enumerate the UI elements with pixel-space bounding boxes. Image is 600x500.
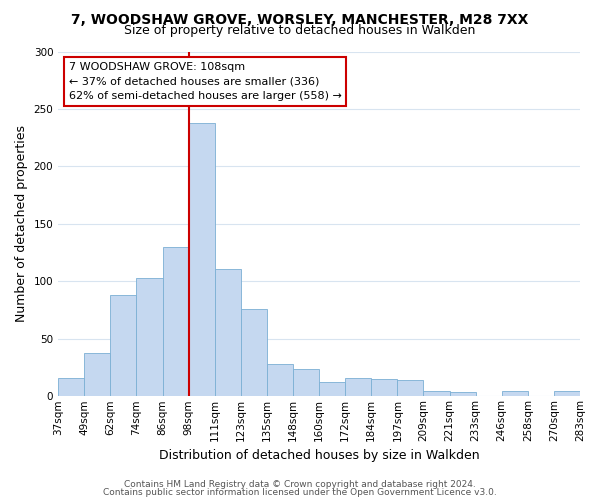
Bar <box>58 378 84 396</box>
Bar <box>371 379 397 396</box>
Bar <box>554 390 580 396</box>
Text: Contains public sector information licensed under the Open Government Licence v3: Contains public sector information licen… <box>103 488 497 497</box>
X-axis label: Distribution of detached houses by size in Walkden: Distribution of detached houses by size … <box>159 450 479 462</box>
Bar <box>293 368 319 396</box>
Bar <box>84 352 110 397</box>
Text: 7 WOODSHAW GROVE: 108sqm
← 37% of detached houses are smaller (336)
62% of semi-: 7 WOODSHAW GROVE: 108sqm ← 37% of detach… <box>68 62 341 102</box>
Bar <box>424 390 449 396</box>
Bar <box>397 380 424 396</box>
Bar <box>188 123 215 396</box>
Bar <box>502 390 528 396</box>
Bar <box>163 247 188 396</box>
Bar <box>110 295 136 396</box>
Bar <box>345 378 371 396</box>
Bar <box>215 268 241 396</box>
Y-axis label: Number of detached properties: Number of detached properties <box>15 126 28 322</box>
Text: Size of property relative to detached houses in Walkden: Size of property relative to detached ho… <box>124 24 476 37</box>
Bar <box>136 278 163 396</box>
Text: Contains HM Land Registry data © Crown copyright and database right 2024.: Contains HM Land Registry data © Crown c… <box>124 480 476 489</box>
Bar <box>267 364 293 396</box>
Text: 7, WOODSHAW GROVE, WORSLEY, MANCHESTER, M28 7XX: 7, WOODSHAW GROVE, WORSLEY, MANCHESTER, … <box>71 12 529 26</box>
Bar <box>241 309 267 396</box>
Bar <box>449 392 476 396</box>
Bar <box>319 382 345 396</box>
